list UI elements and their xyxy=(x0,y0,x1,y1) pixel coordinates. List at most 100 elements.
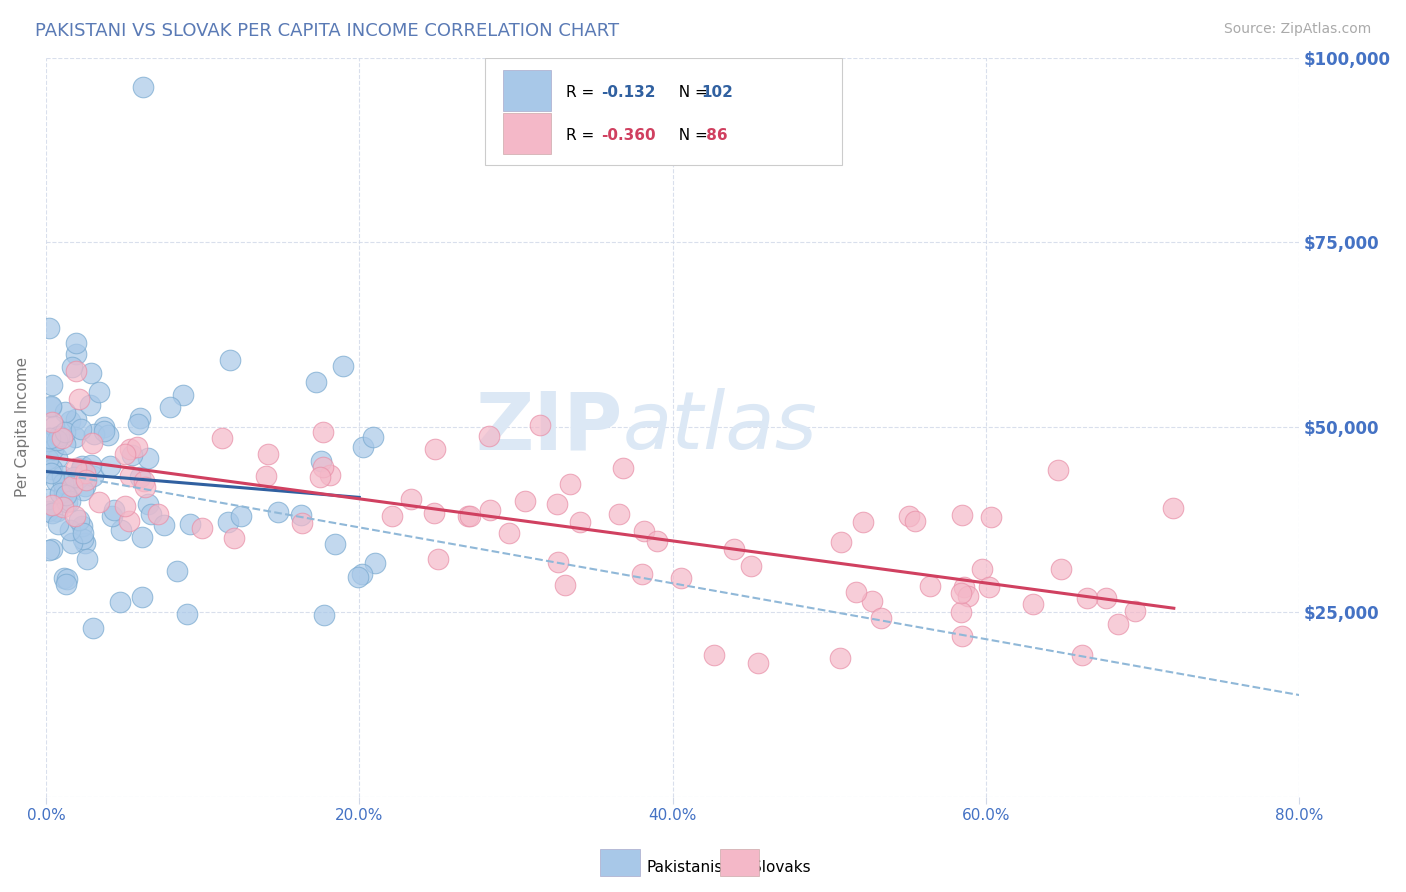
Point xyxy=(93,425,115,439)
Point xyxy=(222,531,245,545)
Point xyxy=(478,428,501,442)
Point xyxy=(52,476,75,491)
Point xyxy=(723,542,745,557)
Point xyxy=(845,584,868,599)
Point xyxy=(423,442,446,456)
Point xyxy=(69,462,91,476)
Point xyxy=(129,470,152,484)
Point xyxy=(129,410,152,425)
Point xyxy=(114,499,136,513)
Point xyxy=(569,515,592,529)
Point xyxy=(75,473,97,487)
Point xyxy=(747,657,769,671)
Point xyxy=(48,486,70,500)
Point xyxy=(75,467,97,481)
Point xyxy=(72,532,94,546)
Point xyxy=(38,431,60,445)
Point xyxy=(48,429,70,443)
Point xyxy=(319,468,342,483)
Point xyxy=(59,523,82,537)
Point xyxy=(257,447,280,461)
Point xyxy=(127,417,149,431)
Point xyxy=(612,460,634,475)
Point xyxy=(312,459,335,474)
Point xyxy=(118,514,141,528)
Point xyxy=(83,426,105,441)
Text: -0.360: -0.360 xyxy=(602,128,655,143)
Point xyxy=(51,431,73,445)
Point xyxy=(1123,604,1146,618)
FancyBboxPatch shape xyxy=(503,70,551,111)
Point xyxy=(65,347,87,361)
Point xyxy=(37,434,59,449)
Point xyxy=(166,564,188,578)
Point xyxy=(305,375,328,389)
Point xyxy=(218,515,240,529)
Point xyxy=(73,479,96,493)
Point xyxy=(312,425,335,440)
Point xyxy=(63,509,86,524)
Point xyxy=(70,459,93,474)
Text: N =: N = xyxy=(669,85,713,100)
Point xyxy=(101,509,124,524)
Point xyxy=(153,518,176,533)
Point xyxy=(37,504,59,518)
Point xyxy=(332,359,354,373)
Point xyxy=(191,521,214,535)
Point xyxy=(132,474,155,488)
Point xyxy=(53,405,76,419)
Point xyxy=(41,498,63,512)
Point xyxy=(852,516,875,530)
Point xyxy=(950,508,973,522)
Point xyxy=(950,629,973,643)
Point xyxy=(37,452,59,467)
Point xyxy=(103,503,125,517)
Point xyxy=(62,359,84,374)
Point xyxy=(218,352,240,367)
Text: -0.132: -0.132 xyxy=(602,85,655,100)
Point xyxy=(312,607,335,622)
Point xyxy=(172,388,194,402)
Point xyxy=(56,495,79,509)
Point xyxy=(42,442,65,456)
Text: R =: R = xyxy=(567,128,605,143)
Point xyxy=(55,577,77,591)
Point xyxy=(399,491,422,506)
Point xyxy=(529,418,551,433)
Point xyxy=(323,537,346,551)
Text: 102: 102 xyxy=(702,85,734,100)
Point xyxy=(125,440,148,454)
Point xyxy=(290,516,312,530)
Point xyxy=(1050,562,1073,576)
Text: Source: ZipAtlas.com: Source: ZipAtlas.com xyxy=(1223,22,1371,37)
Point xyxy=(67,392,90,406)
Point xyxy=(897,508,920,523)
Point xyxy=(53,425,76,439)
Point xyxy=(45,451,67,466)
Point xyxy=(146,508,169,522)
Point xyxy=(457,508,479,523)
Point xyxy=(45,433,67,447)
Text: R =: R = xyxy=(567,85,605,100)
Point xyxy=(65,335,87,350)
Point xyxy=(609,508,631,522)
Point xyxy=(62,479,84,493)
Point xyxy=(703,648,725,663)
Point xyxy=(870,610,893,624)
Point xyxy=(560,477,582,491)
Point xyxy=(1071,648,1094,662)
Point xyxy=(114,447,136,461)
Point xyxy=(59,413,82,427)
Point xyxy=(80,458,103,473)
Point xyxy=(70,422,93,436)
Text: 86: 86 xyxy=(702,128,728,143)
Point xyxy=(80,366,103,380)
Point xyxy=(352,440,374,454)
Point xyxy=(458,508,481,523)
Point xyxy=(110,595,132,609)
Point xyxy=(121,448,143,462)
Point xyxy=(381,509,404,524)
Point xyxy=(46,516,69,531)
Point xyxy=(65,412,87,426)
Point xyxy=(363,556,385,570)
